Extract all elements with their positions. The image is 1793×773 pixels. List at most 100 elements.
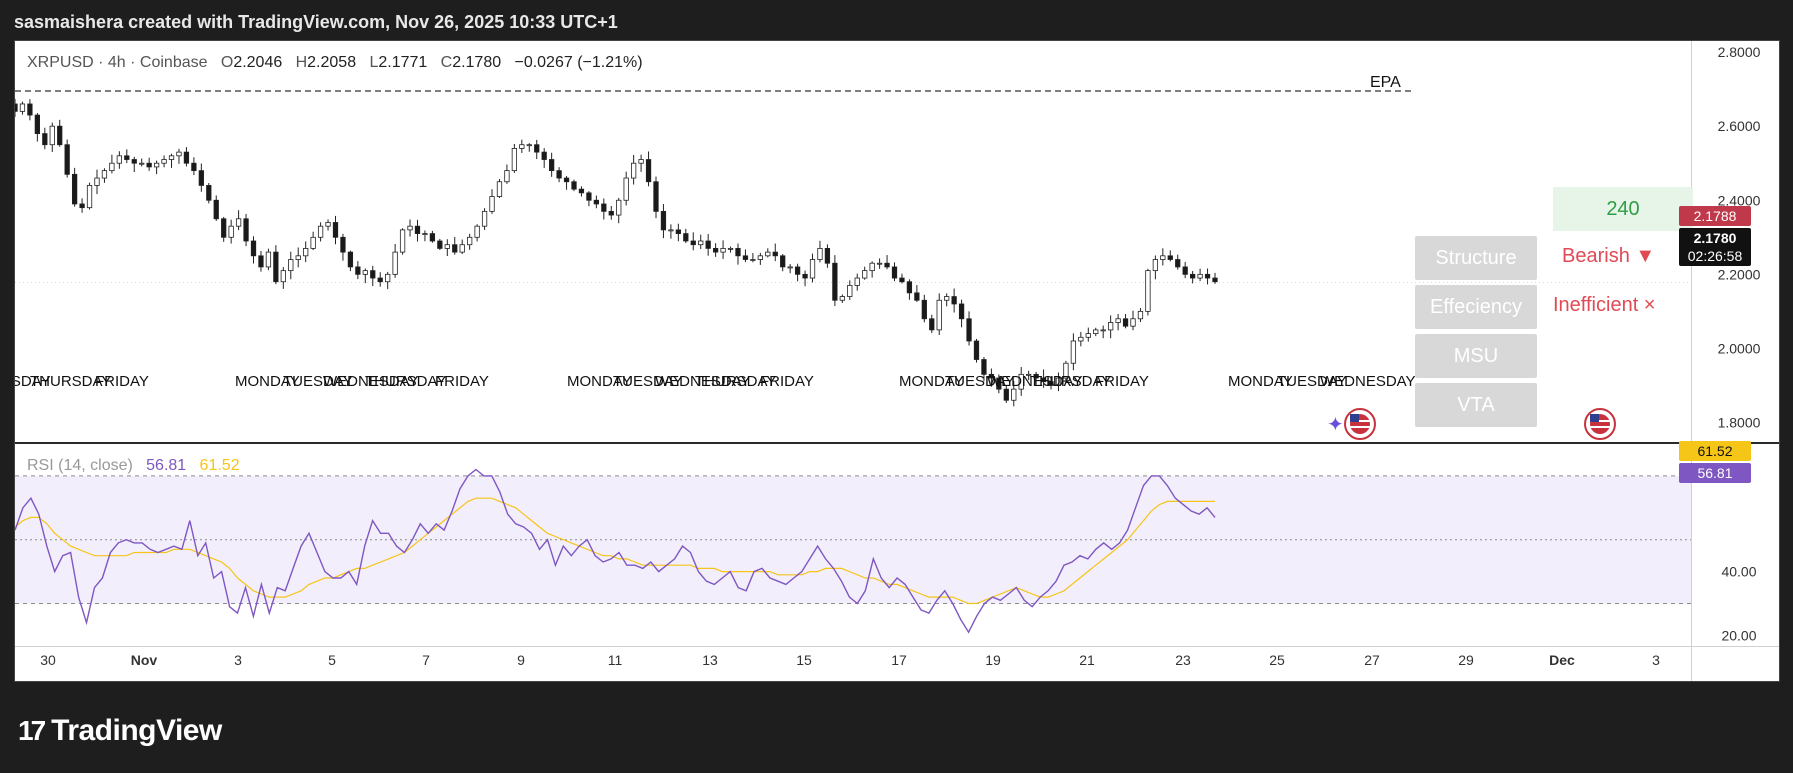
chart-canvas[interactable]: EPANESDAYTHURSDAYFRIDAYMONDAYTUESDAYWEDN…: [15, 41, 1780, 682]
bullish-candle[interactable]: [385, 273, 391, 283]
bearish-candle[interactable]: [981, 359, 987, 375]
bearish-candle[interactable]: [414, 225, 421, 234]
bearish-candle[interactable]: [27, 103, 33, 116]
bearish-candle[interactable]: [347, 251, 354, 268]
bullish-candle[interactable]: [109, 162, 115, 172]
bearish-candle[interactable]: [780, 255, 786, 268]
bullish-candle[interactable]: [116, 155, 122, 164]
bearish-candle[interactable]: [258, 255, 264, 268]
bearish-candle[interactable]: [452, 244, 458, 253]
bearish-candle[interactable]: [377, 277, 383, 283]
bearish-candle[interactable]: [79, 203, 85, 209]
bearish-candle[interactable]: [608, 210, 614, 216]
bearish-candle[interactable]: [832, 262, 838, 301]
bullish-candle[interactable]: [727, 248, 734, 250]
chart-frame[interactable]: EPANESDAYTHURSDAYFRIDAYMONDAYTUESDAYWEDN…: [14, 40, 1780, 682]
bearish-candle[interactable]: [802, 273, 808, 279]
bullish-candle[interactable]: [630, 162, 637, 179]
bullish-candle[interactable]: [1108, 322, 1114, 331]
bullish-candle[interactable]: [392, 251, 398, 275]
bearish-candle[interactable]: [273, 251, 279, 283]
bullish-candle[interactable]: [1160, 255, 1166, 260]
bullish-candle[interactable]: [668, 229, 674, 232]
bearish-candle[interactable]: [556, 170, 562, 179]
bearish-candle[interactable]: [906, 281, 913, 294]
bullish-candle[interactable]: [86, 185, 93, 209]
bearish-candle[interactable]: [1167, 255, 1173, 260]
bullish-candle[interactable]: [280, 270, 286, 283]
bearish-candle[interactable]: [71, 173, 78, 205]
bullish-candle[interactable]: [407, 225, 413, 231]
bearish-candle[interactable]: [332, 222, 339, 238]
sparkle-icon[interactable]: ✦: [1327, 412, 1344, 436]
bearish-candle[interactable]: [742, 255, 749, 260]
bearish-candle[interactable]: [146, 162, 152, 168]
bearish-candle[interactable]: [221, 218, 227, 238]
bullish-candle[interactable]: [399, 229, 406, 253]
bearish-candle[interactable]: [1212, 277, 1218, 283]
bearish-candle[interactable]: [951, 296, 957, 305]
bullish-candle[interactable]: [809, 259, 816, 279]
bullish-candle[interactable]: [153, 162, 160, 168]
bullish-candle[interactable]: [139, 162, 145, 165]
bullish-candle[interactable]: [1145, 270, 1151, 312]
bearish-candle[interactable]: [712, 248, 719, 253]
bullish-candle[interactable]: [936, 299, 942, 331]
bearish-candle[interactable]: [586, 192, 592, 201]
bullish-candle[interactable]: [1100, 329, 1106, 332]
bullish-candle[interactable]: [526, 144, 532, 147]
bearish-candle[interactable]: [355, 266, 361, 275]
bullish-candle[interactable]: [1078, 336, 1084, 342]
bearish-candle[interactable]: [534, 144, 540, 153]
bearish-candle[interactable]: [929, 318, 935, 331]
bearish-candle[interactable]: [884, 262, 890, 268]
bearish-candle[interactable]: [921, 299, 927, 320]
bearish-candle[interactable]: [34, 114, 40, 134]
bullish-candle[interactable]: [168, 155, 175, 160]
bearish-candle[interactable]: [206, 185, 212, 201]
bullish-candle[interactable]: [481, 210, 488, 227]
bearish-candle[interactable]: [57, 125, 63, 146]
bullish-candle[interactable]: [235, 218, 242, 227]
bullish-candle[interactable]: [862, 270, 868, 279]
bearish-candle[interactable]: [690, 240, 696, 246]
bearish-candle[interactable]: [370, 270, 376, 279]
bearish-candle[interactable]: [1190, 273, 1196, 279]
bearish-candle[interactable]: [429, 233, 436, 242]
bullish-candle[interactable]: [496, 181, 503, 197]
bearish-candle[interactable]: [571, 181, 577, 190]
bearish-candle[interactable]: [541, 151, 547, 160]
bullish-candle[interactable]: [1063, 362, 1069, 379]
bullish-candle[interactable]: [19, 103, 26, 112]
bearish-candle[interactable]: [1122, 318, 1129, 327]
bullish-candle[interactable]: [720, 248, 726, 253]
bullish-candle[interactable]: [1197, 273, 1203, 279]
bearish-candle[interactable]: [645, 159, 652, 183]
bearish-candle[interactable]: [578, 188, 585, 194]
bullish-candle[interactable]: [750, 259, 756, 261]
bearish-candle[interactable]: [601, 203, 607, 212]
bullish-candle[interactable]: [1018, 373, 1024, 390]
bullish-candle[interactable]: [787, 266, 793, 269]
rsi-legend[interactable]: RSI (14, close) 56.81 61.52: [27, 457, 240, 475]
bullish-candle[interactable]: [623, 177, 629, 201]
bullish-candle[interactable]: [303, 248, 309, 257]
bearish-candle[interactable]: [675, 229, 681, 234]
bullish-candle[interactable]: [847, 285, 853, 297]
bearish-candle[interactable]: [563, 177, 570, 183]
bearish-candle[interactable]: [1048, 381, 1054, 386]
bullish-candle[interactable]: [101, 170, 108, 179]
bullish-candle[interactable]: [317, 225, 324, 238]
bearish-candle[interactable]: [988, 373, 995, 379]
rsi-line[interactable]: [15, 468, 1216, 634]
bearish-candle[interactable]: [593, 199, 600, 205]
bearish-candle[interactable]: [973, 340, 980, 360]
bullish-candle[interactable]: [176, 151, 182, 157]
bullish-candle[interactable]: [616, 199, 622, 216]
bullish-candle[interactable]: [362, 270, 368, 275]
bullish-candle[interactable]: [1137, 310, 1144, 320]
bullish-candle[interactable]: [757, 255, 763, 260]
bullish-candle[interactable]: [511, 148, 518, 172]
bullish-candle[interactable]: [489, 196, 495, 212]
bearish-candle[interactable]: [772, 251, 778, 257]
